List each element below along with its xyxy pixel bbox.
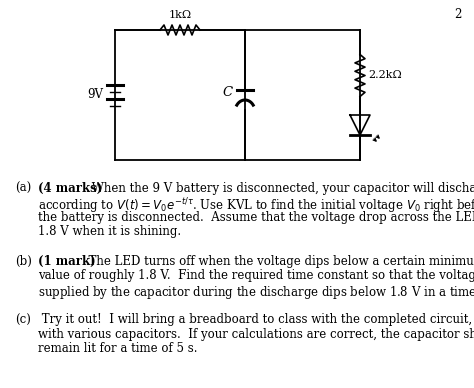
Text: 2.2kΩ: 2.2kΩ (368, 71, 402, 80)
Text: 9V: 9V (87, 88, 103, 102)
Text: The LED turns off when the voltage dips below a certain minimum: The LED turns off when the voltage dips … (81, 255, 474, 268)
Text: 1kΩ: 1kΩ (168, 10, 191, 20)
Text: with various capacitors.  If your calculations are correct, the capacitor should: with various capacitors. If your calcula… (38, 328, 474, 341)
Text: (b): (b) (15, 255, 32, 268)
Text: (4 marks): (4 marks) (38, 182, 102, 195)
Text: remain lit for a time of 5 s.: remain lit for a time of 5 s. (38, 343, 198, 355)
Text: according to $V(t) = V_0e^{-t/\tau}$. Use KVL to find the initial voltage $V_0$ : according to $V(t) = V_0e^{-t/\tau}$. Us… (38, 196, 474, 216)
Text: C: C (223, 87, 233, 99)
Text: When the 9 V battery is disconnected, your capacitor will discharge: When the 9 V battery is disconnected, yo… (88, 182, 474, 195)
Text: (1 mark): (1 mark) (38, 255, 96, 268)
Text: Try it out!  I will bring a breadboard to class with the completed circuit, alon: Try it out! I will bring a breadboard to… (38, 314, 474, 326)
Text: value of roughly 1.8 V.  Find the required time constant so that the voltage: value of roughly 1.8 V. Find the require… (38, 270, 474, 282)
Text: supplied by the capacitor during the discharge dips below 1.8 V in a time $t_{\m: supplied by the capacitor during the dis… (38, 284, 474, 301)
Text: (c): (c) (15, 314, 31, 326)
Text: (a): (a) (15, 182, 31, 195)
Text: the battery is disconnected.  Assume that the voltage drop across the LED is: the battery is disconnected. Assume that… (38, 211, 474, 224)
Text: 2: 2 (455, 8, 462, 21)
Text: 1.8 V when it is shining.: 1.8 V when it is shining. (38, 225, 181, 239)
